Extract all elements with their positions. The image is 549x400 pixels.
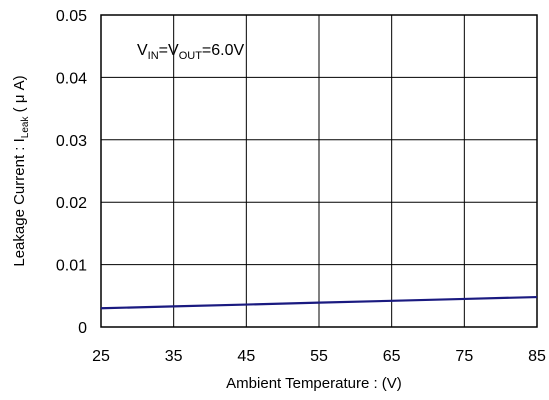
y-tick-labels: 0 0.01 0.02 0.03 0.04 0.05 <box>56 8 87 337</box>
y-axis-title-main: Leakage Current : I <box>11 138 28 266</box>
series-layer <box>100 295 538 310</box>
y-tick-label: 0.04 <box>56 70 87 87</box>
y-tick-label: 0.05 <box>56 8 87 25</box>
x-tick-label: 45 <box>237 348 255 365</box>
y-axis-title-unit: ( μ A) <box>11 75 28 116</box>
y-tick-label: 0.03 <box>56 133 87 150</box>
annotation-v-in: V <box>137 42 148 59</box>
grid-lines <box>100 14 538 328</box>
annotation-equals-v: =V <box>159 42 179 59</box>
x-tick-label: 25 <box>92 348 110 365</box>
annotation-value: =6.0V <box>202 42 245 59</box>
y-tick-label: 0.01 <box>56 258 87 275</box>
x-tick-labels: 25 35 45 55 65 75 85 <box>92 348 546 365</box>
y-tick-label: 0.02 <box>56 195 87 212</box>
plot-frame <box>100 14 538 328</box>
x-tick-label: 35 <box>165 348 183 365</box>
x-tick-label: 75 <box>455 348 473 365</box>
leakage-current-series-line <box>100 295 538 310</box>
y-tick-label: 0 <box>78 320 87 337</box>
y-axis-title-subscript: Leak <box>20 116 31 139</box>
x-tick-label: 65 <box>383 348 401 365</box>
annotation-out-subscript: OUT <box>179 50 203 62</box>
y-axis-title: Leakage Current : ILeak ( μ A) <box>11 75 31 266</box>
annotation-in-subscript: IN <box>148 50 159 62</box>
x-tick-label: 85 <box>528 348 546 365</box>
x-tick-label: 55 <box>310 348 328 365</box>
condition-annotation: VIN=VOUT=6.0V <box>137 42 245 62</box>
x-axis-title: Ambient Temperature : (V) <box>226 375 402 392</box>
